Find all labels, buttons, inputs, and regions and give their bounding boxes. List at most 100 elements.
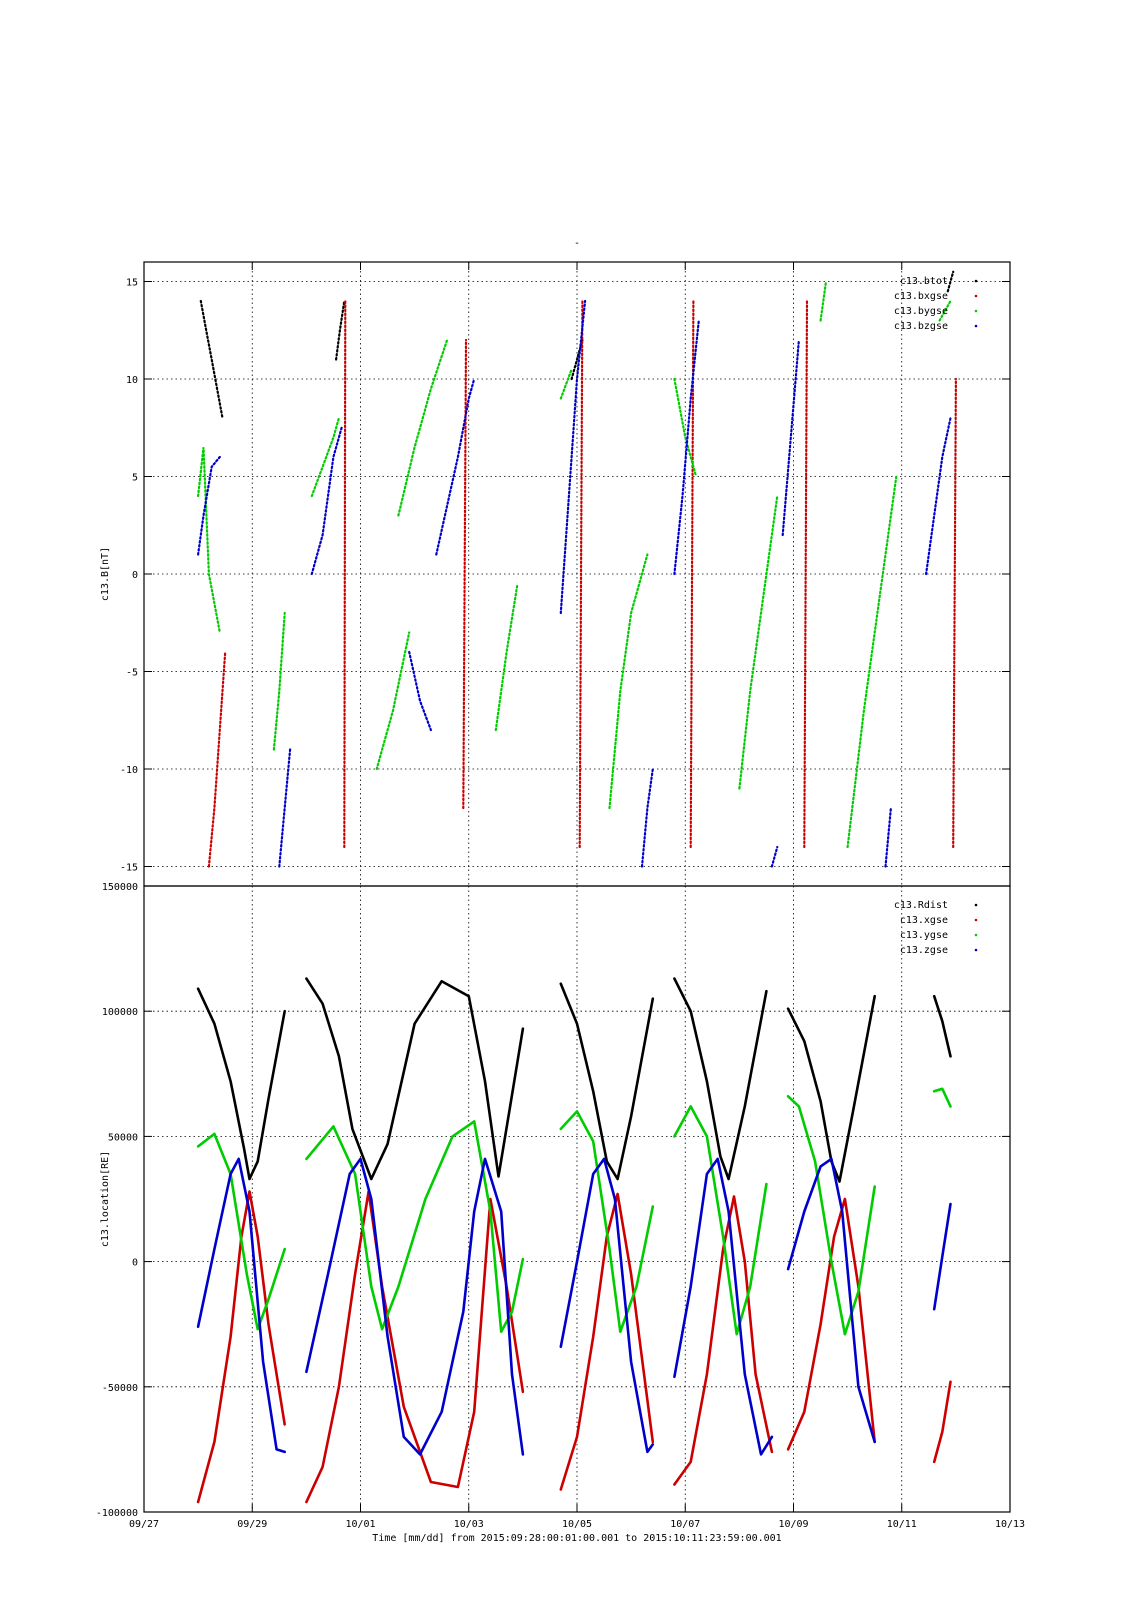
series-c13-Rdist-line	[786, 994, 877, 1183]
legend-swatch	[974, 294, 978, 298]
series-c13-zgse-line	[786, 1157, 877, 1444]
x-tick-label: 10/13	[995, 1519, 1025, 1530]
legend-entry-label: c13.bygse	[894, 306, 948, 317]
legend-entry-label: c13.bxgse	[894, 291, 948, 302]
series-c13-bygse-points	[375, 631, 411, 771]
series-c13-bxgse-points	[803, 299, 809, 849]
series-c13-bygse-points	[494, 582, 519, 732]
series-c13-bygse-points	[673, 377, 698, 478]
x-tick-label: 10/01	[345, 1519, 375, 1530]
y-tick-label: 15	[126, 278, 138, 289]
series-c13-bxgse-points	[207, 650, 227, 868]
data-marks	[196, 977, 952, 1504]
series-c13-bygse-points	[559, 368, 573, 400]
series-c13-bzgse-points	[278, 748, 292, 868]
series-c13-zgse-line	[559, 1157, 655, 1454]
series-c13-bzgse-points	[781, 338, 801, 537]
y-tick-label: -10	[120, 765, 138, 776]
legend-swatch	[974, 309, 978, 313]
series-c13-zgse-line	[305, 1157, 525, 1456]
x-tick-label: 09/27	[129, 1519, 159, 1530]
series-c13-bxgse-points	[578, 299, 584, 849]
legend-swatch	[974, 324, 978, 328]
series-c13-bygse-points	[938, 299, 952, 322]
legend-swatch	[974, 279, 978, 283]
time-axis: 09/27 09/29 10/01 10/03 10/05 10/07 10/09 10/11…	[129, 262, 1025, 1530]
x-tick-label: 10/09	[778, 1519, 808, 1530]
legend-entry-label: c13.bzgse	[894, 321, 948, 332]
series-c13-btot-points	[946, 270, 955, 293]
y-tick-label: 100000	[102, 1007, 138, 1018]
legend-entry-label: c13.Rdist	[894, 900, 948, 911]
series-c13-bxgse-points	[952, 377, 958, 849]
series-c13-bygse-points	[197, 447, 221, 634]
series-c13-btot-points	[335, 299, 346, 361]
series-c13-ygse-line	[196, 1132, 287, 1331]
series-c13-bzgse-points	[884, 806, 893, 868]
legend: c13.Rdist c13.xgse c13.ygse c13.zgse	[894, 900, 978, 956]
location-panel: -100000 -50000 0 50000 100000 150000 c13.Rdis…	[96, 882, 1011, 1519]
x-tick-label: 09/29	[237, 1519, 267, 1530]
series-c13-ygse-line	[786, 1095, 877, 1336]
series-c13-bygse-points	[397, 338, 449, 517]
series-c13-zgse-line	[673, 1157, 774, 1456]
data-marks	[197, 270, 958, 868]
series-c13-bzgse-points	[673, 319, 700, 576]
y-tick-label: -100000	[96, 1508, 138, 1519]
series-c13-bzgse-points	[197, 455, 221, 556]
x-tick-label: 10/07	[670, 1519, 700, 1530]
legend-entry-label: c13.zgse	[900, 945, 948, 956]
series-c13-bzgse-points	[640, 767, 654, 868]
grid-lines	[144, 886, 1010, 1512]
y-axis-label: c13.location[RE]	[100, 1151, 111, 1247]
legend-entry-label: c13.btot	[900, 276, 948, 287]
series-c13-bygse-points	[272, 611, 286, 751]
y-axis-label: c13.B[nT]	[100, 547, 111, 601]
y-tick-label: 10	[126, 375, 138, 386]
x-tick-label: 10/11	[887, 1519, 917, 1530]
series-c13-btot-points	[199, 299, 224, 420]
series-c13-Rdist-line	[559, 982, 655, 1181]
legend-swatch	[974, 903, 978, 907]
y-tick-label: 150000	[102, 882, 138, 893]
y-tick-label: -5	[126, 668, 138, 679]
series-c13-bzgse-points	[924, 416, 952, 576]
series-c13-bygse-points	[738, 494, 779, 790]
x-axis-label: Time [mm/dd] from 2015:09:28:00:01:00.00…	[372, 1533, 781, 1544]
series-c13-bygse-points	[608, 553, 649, 810]
magnetic-field-panel: -15 -10 -5 0 5 10 15 c13.btot c13.bxgse c13.bygs…	[100, 261, 1011, 887]
series-c13-ygse-line	[932, 1087, 952, 1108]
y-tick-label: 5	[132, 473, 138, 484]
series-c13-bzgse-points	[435, 377, 476, 556]
x-tick-label: 10/05	[562, 1519, 592, 1530]
y-tick-label: 50000	[108, 1132, 138, 1143]
series-c13-xgse-line	[786, 1197, 877, 1451]
series-c13-xgse-line	[196, 1190, 287, 1504]
legend-swatch	[974, 918, 978, 922]
series-c13-Rdist-line	[305, 977, 525, 1181]
series-c13-bzgse-points	[559, 299, 587, 615]
figure-title: -	[574, 238, 580, 249]
series-c13-ygse-line	[673, 1105, 768, 1336]
grid-lines	[144, 262, 1010, 886]
y-tick-label: 0	[132, 570, 138, 581]
legend-swatch	[974, 933, 978, 937]
x-tick-label: 10/03	[454, 1519, 484, 1530]
series-c13-bxgse-points	[462, 338, 468, 810]
series-c13-bxgse-points	[689, 299, 695, 849]
series-c13-bygse-points	[846, 475, 898, 849]
series-c13-ygse-line	[305, 1120, 525, 1333]
series-c13-bygse-points	[819, 280, 828, 322]
y-tick-labels: -15 -10 -5 0 5 10 15	[120, 278, 1010, 874]
series-c13-Rdist-line	[196, 987, 287, 1181]
series-c13-zgse-line	[196, 1157, 287, 1454]
legend-entry-label: c13.xgse	[900, 915, 948, 926]
legend: c13.btot c13.bxgse c13.bygse c13.bzgse	[894, 276, 978, 332]
series-c13-bxgse-points	[343, 299, 347, 849]
series-c13-ygse-line	[559, 1110, 655, 1333]
y-tick-label: 0	[132, 1258, 138, 1269]
y-tick-label: -50000	[102, 1383, 138, 1394]
series-c13-bygse-points	[310, 416, 340, 498]
y-tick-label: -15	[120, 863, 138, 874]
